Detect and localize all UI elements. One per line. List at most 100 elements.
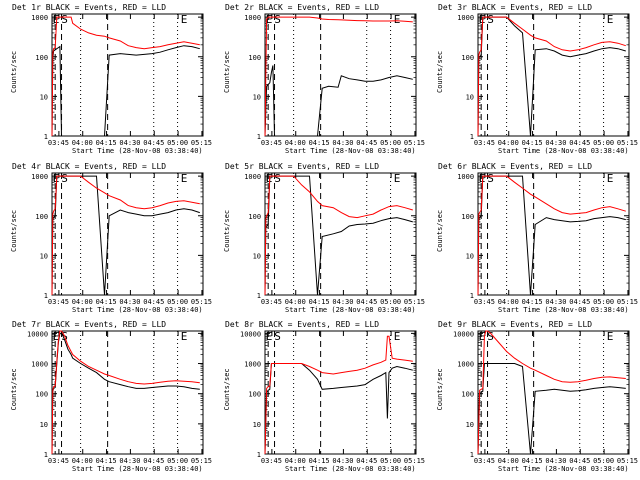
x-tick-label: 03:45 <box>474 457 495 465</box>
y-axis-label: Counts/sec <box>10 210 18 252</box>
events-series-line <box>51 45 200 137</box>
lld-series-line <box>477 16 626 137</box>
y-tick-label: 10 <box>466 93 474 101</box>
y-tick-label: 10 <box>466 421 474 429</box>
marker-label: E <box>53 13 60 26</box>
x-tick-label: 04:15 <box>96 298 117 306</box>
marker-label: S <box>487 13 494 26</box>
marker-label: S <box>274 13 281 26</box>
lld-series-line <box>264 335 413 455</box>
y-tick-label: 1000 <box>31 361 48 369</box>
x-tick-label: 04:45 <box>356 139 377 147</box>
x-tick-label: 03:45 <box>474 139 495 147</box>
x-tick-label: 04:00 <box>498 457 519 465</box>
y-tick-label: 1000 <box>457 361 474 369</box>
marker-label: S <box>61 13 68 26</box>
x-tick-label: 04:30 <box>545 298 566 306</box>
x-tick-label: 04:15 <box>522 457 543 465</box>
y-tick-label: 10 <box>40 252 48 260</box>
x-tick-label: 04:15 <box>96 457 117 465</box>
y-tick-label: 1 <box>44 292 48 300</box>
marker-label: E <box>266 330 273 343</box>
plot-frame <box>477 330 630 455</box>
x-tick-label: 04:30 <box>545 139 566 147</box>
x-tick-label: 04:45 <box>356 298 377 306</box>
events-series-line <box>264 363 413 455</box>
x-axis-label: Start Time (28-Nov-08 03:38:40) <box>285 465 416 473</box>
y-tick-label: 100 <box>461 54 474 62</box>
x-tick-label: 05:15 <box>617 457 638 465</box>
y-tick-label: 100 <box>248 391 261 399</box>
y-tick-label: 1 <box>470 133 474 141</box>
y-tick-label: 10 <box>40 93 48 101</box>
x-tick-label: 05:00 <box>380 457 401 465</box>
lld-series-line <box>264 16 413 137</box>
x-axis-label: Start Time (28-Nov-08 03:38:40) <box>498 147 629 155</box>
y-tick-label: 100 <box>35 54 48 62</box>
y-axis-label: Counts/sec <box>223 210 231 252</box>
x-tick-label: 04:30 <box>332 457 353 465</box>
lld-series-line <box>51 330 200 455</box>
marker-label: S <box>487 330 494 343</box>
x-tick-label: 04:30 <box>119 139 140 147</box>
x-tick-label: 03:45 <box>48 139 69 147</box>
x-axis-label: Start Time (28-Nov-08 03:38:40) <box>285 147 416 155</box>
x-tick-label: 04:45 <box>143 139 164 147</box>
x-tick-label: 04:30 <box>332 298 353 306</box>
panel-title: Det 9r BLACK = Events, RED = LLD <box>438 320 592 329</box>
x-tick-label: 05:00 <box>593 298 614 306</box>
x-tick-label: 04:15 <box>309 298 330 306</box>
marker-label: E <box>181 13 188 26</box>
x-tick-label: 04:30 <box>119 457 140 465</box>
x-tick-label: 05:00 <box>167 457 188 465</box>
x-tick-label: 03:45 <box>474 298 495 306</box>
x-tick-label: 05:00 <box>593 457 614 465</box>
plot-frame <box>51 172 204 296</box>
y-tick-label: 10 <box>253 421 261 429</box>
marker-label: E <box>266 172 273 185</box>
x-axis-label: Start Time (28-Nov-08 03:38:40) <box>72 306 203 314</box>
x-axis-label: Start Time (28-Nov-08 03:38:40) <box>285 306 416 314</box>
marker-label: E <box>181 172 188 185</box>
y-axis-label: Counts/sec <box>436 51 444 93</box>
marker-label: E <box>394 330 401 343</box>
x-tick-label: 05:00 <box>167 298 188 306</box>
marker-label: E <box>607 330 614 343</box>
y-tick-label: 1 <box>257 451 261 459</box>
y-tick-label: 10 <box>253 93 261 101</box>
x-tick-label: 05:15 <box>404 298 425 306</box>
marker-label: E <box>607 172 614 185</box>
x-tick-label: 03:45 <box>261 298 282 306</box>
panel-title: Det 4r BLACK = Events, RED = LLD <box>12 162 166 171</box>
y-tick-label: 100 <box>248 54 261 62</box>
y-tick-label: 10 <box>253 252 261 260</box>
marker-label: E <box>479 172 486 185</box>
panel-title: Det 8r BLACK = Events, RED = LLD <box>225 320 379 329</box>
panel-title: Det 6r BLACK = Events, RED = LLD <box>438 162 592 171</box>
y-tick-label: 10000 <box>453 330 474 338</box>
x-axis-label: Start Time (28-Nov-08 03:38:40) <box>72 465 203 473</box>
x-tick-label: 03:45 <box>48 457 69 465</box>
plot-frame <box>477 172 630 296</box>
x-tick-label: 04:00 <box>72 457 93 465</box>
x-tick-label: 04:00 <box>285 298 306 306</box>
x-tick-label: 04:00 <box>72 298 93 306</box>
x-tick-label: 03:45 <box>48 298 69 306</box>
plot-frame <box>51 330 204 455</box>
marker-label: E <box>394 13 401 26</box>
x-tick-label: 03:45 <box>261 457 282 465</box>
x-tick-label: 04:15 <box>96 139 117 147</box>
y-tick-label: 1000 <box>457 14 474 22</box>
x-tick-label: 05:00 <box>593 139 614 147</box>
y-tick-label: 1000 <box>457 173 474 181</box>
x-tick-label: 05:15 <box>191 139 212 147</box>
x-axis-label: Start Time (28-Nov-08 03:38:40) <box>498 306 629 314</box>
marker-label: S <box>487 172 494 185</box>
marker-label: E <box>607 13 614 26</box>
panel-title: Det 1r BLACK = Events, RED = LLD <box>12 3 166 12</box>
x-tick-label: 04:00 <box>72 139 93 147</box>
x-tick-label: 04:15 <box>309 139 330 147</box>
panel-title: Det 7r BLACK = Events, RED = LLD <box>12 320 166 329</box>
x-tick-label: 04:00 <box>285 457 306 465</box>
y-tick-label: 10000 <box>240 330 261 338</box>
